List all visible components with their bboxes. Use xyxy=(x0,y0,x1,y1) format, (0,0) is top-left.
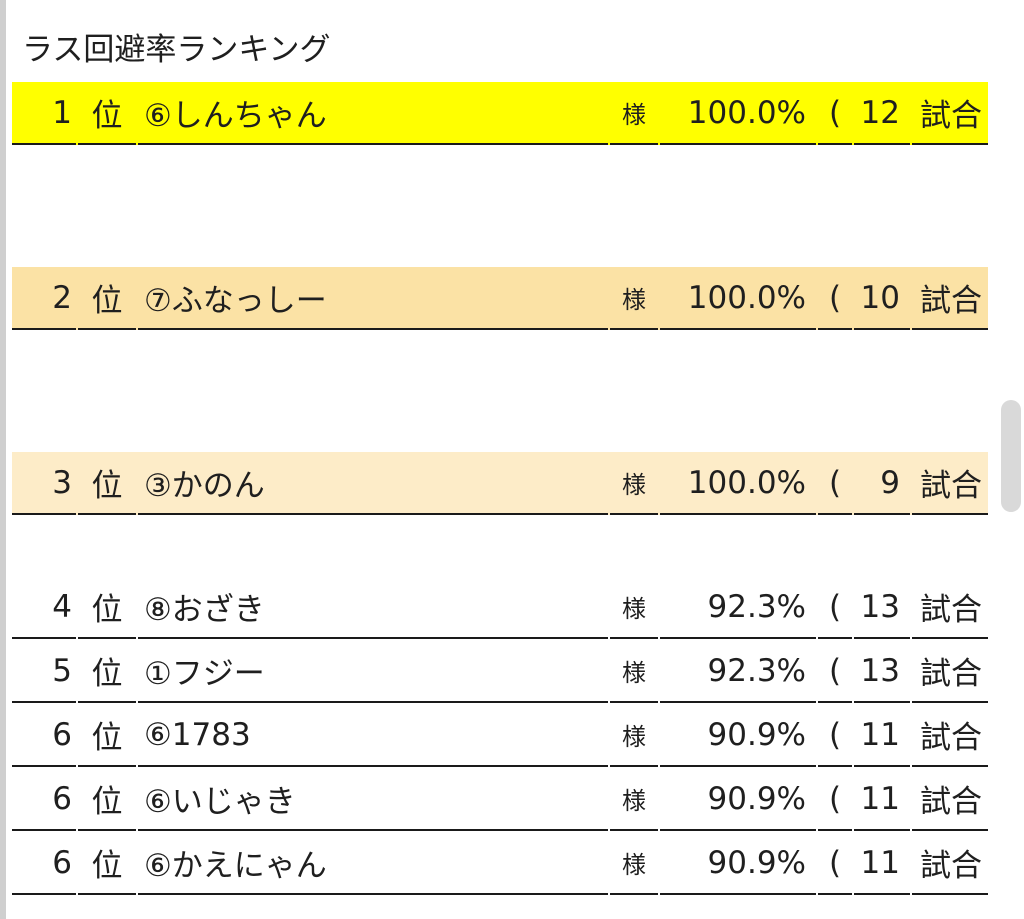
honorific: 様 xyxy=(610,576,658,639)
games-label: 試合 xyxy=(912,267,988,330)
games-count: 11 xyxy=(854,768,910,831)
games-count: 12 xyxy=(854,82,910,145)
left-edge-divider xyxy=(0,0,6,919)
rank-suffix: 位 xyxy=(78,768,136,831)
games-label: 試合 xyxy=(912,768,988,831)
open-paren: ( xyxy=(818,832,852,895)
rank-suffix: 位 xyxy=(78,640,136,703)
scrollbar-thumb[interactable] xyxy=(1001,400,1021,512)
games-label: 試合 xyxy=(912,640,988,703)
avoid-rate: 92.3% xyxy=(660,576,816,639)
avoid-rate: 90.9% xyxy=(660,768,816,831)
games-count: 10 xyxy=(854,267,910,330)
rank-number: 2 xyxy=(12,267,76,330)
player-name: ⑦ふなっしー xyxy=(138,267,608,330)
open-paren: ( xyxy=(818,768,852,831)
ranking-row-2: 2 位 ⑦ふなっしー 様 100.0% ( 10 試合 xyxy=(12,267,988,330)
honorific: 様 xyxy=(610,82,658,145)
avoid-rate: 100.0% xyxy=(660,452,816,515)
rank-number: 6 xyxy=(12,832,76,895)
games-count: 13 xyxy=(854,640,910,703)
rank-suffix: 位 xyxy=(78,267,136,330)
rank-number: 6 xyxy=(12,768,76,831)
avoid-rate: 92.3% xyxy=(660,640,816,703)
rank-number: 1 xyxy=(12,82,76,145)
open-paren: ( xyxy=(818,82,852,145)
games-count: 13 xyxy=(854,576,910,639)
rank-number: 4 xyxy=(12,576,76,639)
avoid-rate: 90.9% xyxy=(660,704,816,767)
ranking-row-7: 6 位 ⑥いじゃき 様 90.9% ( 11 試合 xyxy=(12,768,988,831)
open-paren: ( xyxy=(818,576,852,639)
player-name: ⑥いじゃき xyxy=(138,768,608,831)
open-paren: ( xyxy=(818,452,852,515)
games-label: 試合 xyxy=(912,576,988,639)
rank-suffix: 位 xyxy=(78,832,136,895)
games-count: 11 xyxy=(854,704,910,767)
honorific: 様 xyxy=(610,704,658,767)
rank-suffix: 位 xyxy=(78,576,136,639)
page-title: ラス回避率ランキング xyxy=(22,32,331,68)
honorific: 様 xyxy=(610,832,658,895)
avoid-rate: 90.9% xyxy=(660,832,816,895)
ranking-row-8: 6 位 ⑥かえにゃん 様 90.9% ( 11 試合 xyxy=(12,832,988,895)
rank-number: 5 xyxy=(12,640,76,703)
honorific: 様 xyxy=(610,267,658,330)
open-paren: ( xyxy=(818,267,852,330)
games-label: 試合 xyxy=(912,704,988,767)
honorific: 様 xyxy=(610,640,658,703)
rank-suffix: 位 xyxy=(78,452,136,515)
player-name: ⑥かえにゃん xyxy=(138,832,608,895)
rank-suffix: 位 xyxy=(78,82,136,145)
ranking-row-3: 3 位 ③かのん 様 100.0% ( 9 試合 xyxy=(12,452,988,515)
games-count: 9 xyxy=(854,452,910,515)
avoid-rate: 100.0% xyxy=(660,82,816,145)
player-name: ⑧おざき xyxy=(138,576,608,639)
games-label: 試合 xyxy=(912,82,988,145)
ranking-row-1: 1 位 ⑥しんちゃん 様 100.0% ( 12 試合 xyxy=(12,82,988,145)
avoid-rate: 100.0% xyxy=(660,267,816,330)
ranking-row-5: 5 位 ①フジー 様 92.3% ( 13 試合 xyxy=(12,640,988,703)
games-count: 11 xyxy=(854,832,910,895)
ranking-row-4: 4 位 ⑧おざき 様 92.3% ( 13 試合 xyxy=(12,576,988,639)
player-name: ⑥1783 xyxy=(138,704,608,767)
ranking-row-6: 6 位 ⑥1783 様 90.9% ( 11 試合 xyxy=(12,704,988,767)
honorific: 様 xyxy=(610,452,658,515)
player-name: ①フジー xyxy=(138,640,608,703)
rank-number: 6 xyxy=(12,704,76,767)
games-label: 試合 xyxy=(912,832,988,895)
open-paren: ( xyxy=(818,640,852,703)
player-name: ⑥しんちゃん xyxy=(138,82,608,145)
open-paren: ( xyxy=(818,704,852,767)
player-name: ③かのん xyxy=(138,452,608,515)
honorific: 様 xyxy=(610,768,658,831)
games-label: 試合 xyxy=(912,452,988,515)
rank-number: 3 xyxy=(12,452,76,515)
rank-suffix: 位 xyxy=(78,704,136,767)
